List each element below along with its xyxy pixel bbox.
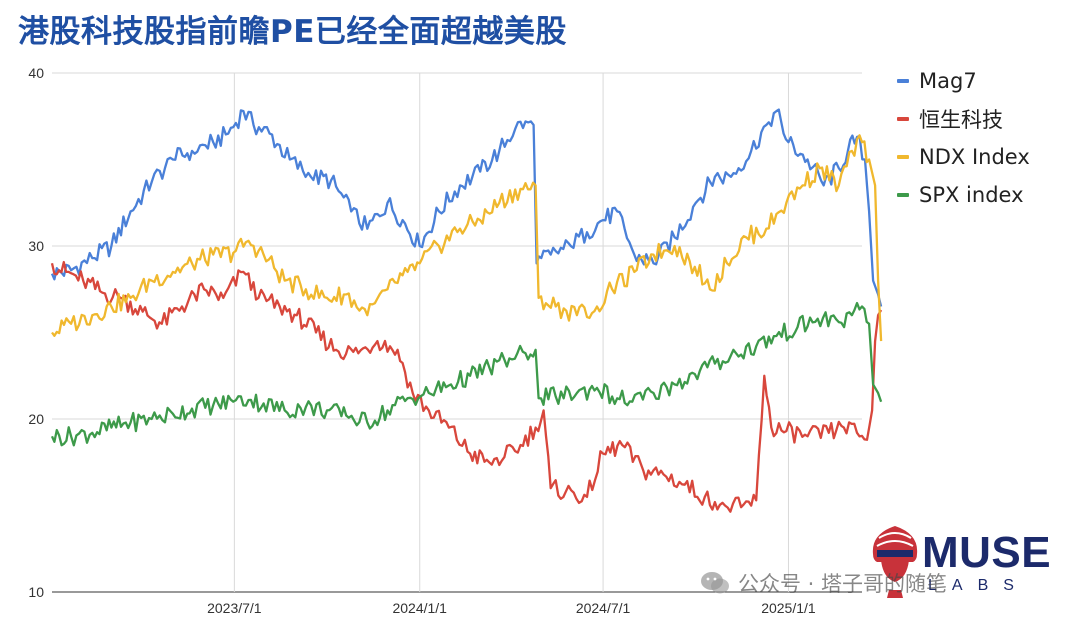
axis-labels: 10 20 30 40 2023/7/1 2024/1/1 2024/7/1 2025/1/1 [28,65,815,616]
y-tick-label: 20 [28,411,44,427]
x-tick-label: 2024/7/1 [576,600,631,616]
x-tick-label: 2023/7/1 [207,600,262,616]
legend-label: NDX Index [919,145,1030,169]
legend-label: Mag7 [919,69,977,93]
legend-item-ndx-index[interactable]: NDX Index [897,138,1030,176]
logo-subtext: LABS [928,577,1029,594]
muse-labs-logo: MUSE LABS [867,520,1067,600]
x-tick-label: 2024/1/1 [392,600,447,616]
legend-item-mag7[interactable]: Mag7 [897,62,1030,100]
series-line-mag7 [50,108,883,307]
series-line-spx-index [50,301,883,447]
legend-swatch [897,117,909,121]
y-tick-label: 40 [28,65,44,81]
legend-label: 恒生科技 [919,108,1003,132]
legend-item-hang-seng-tech[interactable]: 恒生科技 [897,100,1030,138]
watermark-text: 公众号 · 塔子哥的随笔 [738,572,948,596]
y-tick-label: 30 [28,238,44,254]
legend-swatch [897,79,909,83]
legend-swatch [897,155,909,159]
legend: Mag7 恒生科技 NDX Index SPX index [897,62,1030,214]
legend-label: SPX index [919,183,1024,207]
x-tick-label: 2025/1/1 [761,600,816,616]
goddess-head-logo-icon [872,526,918,598]
series-line-ndx-index [51,134,883,342]
wechat-icon [701,572,729,594]
y-tick-label: 10 [28,584,44,600]
chart-title: 港股科技股指前瞻PE已经全面超越美股 [18,14,567,50]
legend-swatch [897,193,909,197]
series-lines [50,108,883,513]
series-line-series-1 [50,260,883,513]
watermark: 公众号 · 塔子哥的随笔 [700,568,947,598]
grid [52,72,862,593]
legend-item-spx-index[interactable]: SPX index [897,176,1030,214]
logo-wordmark: MUSE [922,528,1052,577]
